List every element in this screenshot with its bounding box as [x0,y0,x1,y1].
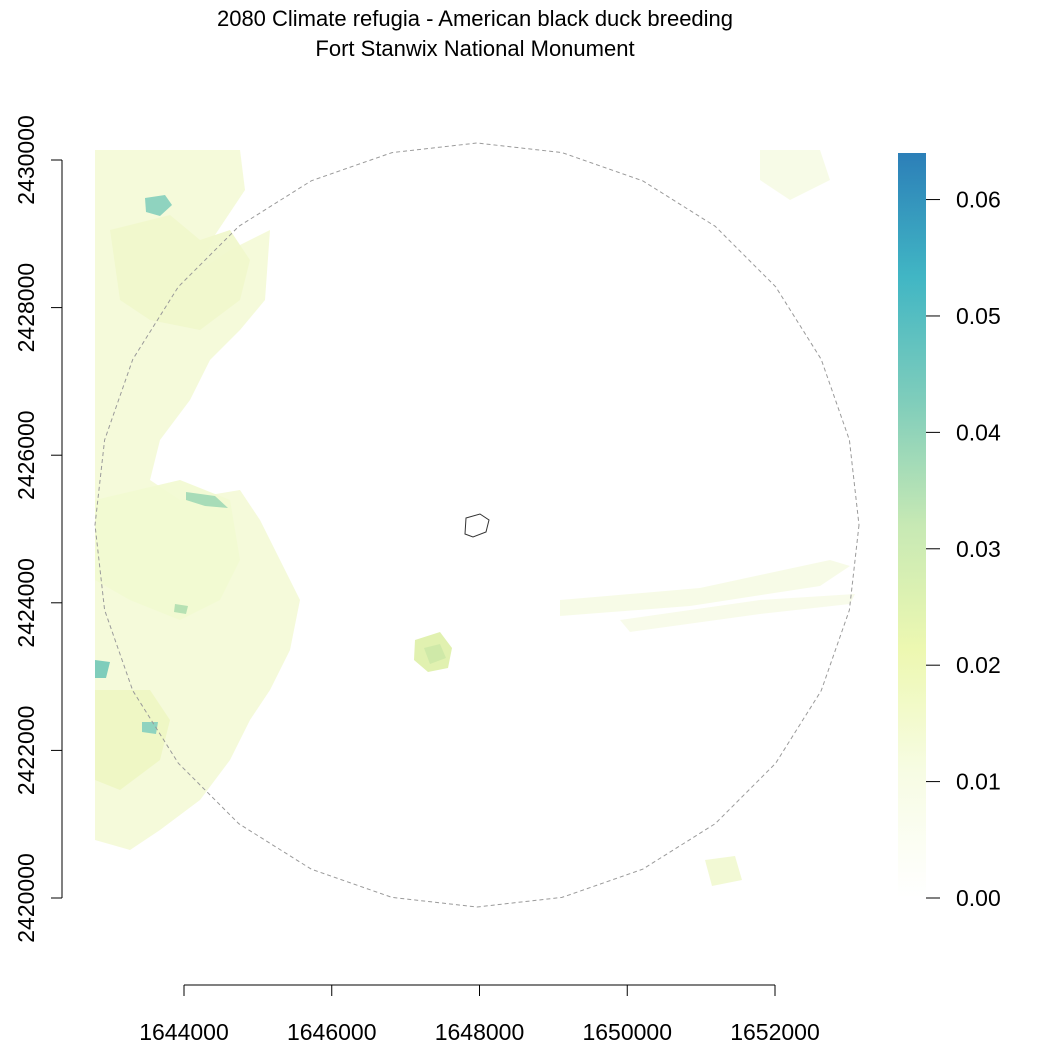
y-tick-label: 2420000 [13,853,39,943]
legend-tick-label: 0.06 [956,187,1001,213]
x-axis: 1644000 1646000 1648000 1650000 1652000 [139,984,820,1045]
y-tick-label: 2424000 [13,558,39,648]
raster-streak-east-2 [620,594,855,632]
map-title: 2080 Climate refugia - American black du… [216,6,734,31]
map-subtitle: Fort Stanwix National Monument [315,36,635,61]
buffer-boundary [94,142,860,908]
raster-spot-w2 [95,660,110,678]
y-tick-label: 2426000 [13,410,39,500]
x-tick-label: 1648000 [435,1019,525,1045]
legend-axis: 0.00 0.01 0.02 0.03 0.04 0.05 0.06 [926,187,1001,911]
x-tick-label: 1652000 [730,1019,820,1045]
y-tick-label: 2428000 [13,263,39,353]
y-tick-label: 2430000 [13,115,39,205]
raster-spot-w1 [186,492,228,508]
park-boundary [464,513,490,538]
y-axis: 2420000 2422000 2424000 2426000 2428000 24300… [13,115,63,943]
y-tick-label: 2422000 [13,706,39,796]
legend-tick-label: 0.01 [956,769,1001,795]
raster-patch-se [705,856,742,886]
raster-spot-w3 [142,722,158,734]
x-tick-label: 1646000 [287,1019,377,1045]
raster-patch-northwest [110,215,250,330]
x-tick-label: 1644000 [139,1019,229,1045]
legend-tick-label: 0.03 [956,536,1001,562]
raster-patch-band-west [95,480,240,620]
raster-streak-east [560,560,850,616]
raster-spot-nw [145,195,172,216]
legend-tick-label: 0.05 [956,303,1001,329]
legend-tick-label: 0.04 [956,419,1001,445]
legend-tick-label: 0.00 [956,885,1001,911]
raster-spot-w4 [174,604,188,614]
raster-patch-ne [760,150,830,200]
legend-tick-label: 0.02 [956,652,1001,678]
raster-spot-center [424,644,446,664]
x-tick-label: 1650000 [582,1019,672,1045]
suitability-raster [95,150,855,886]
raster-patch-southwest [95,690,170,790]
legend-colorbar [898,153,926,898]
